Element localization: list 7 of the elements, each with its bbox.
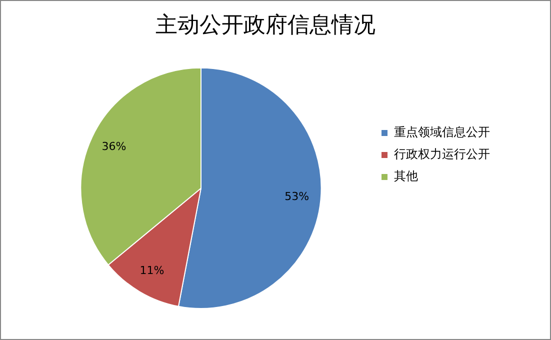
data-label: 36% bbox=[102, 140, 126, 154]
legend-label: 重点领域信息公开 bbox=[394, 125, 490, 140]
legend-label: 行政权力运行公开 bbox=[394, 147, 490, 162]
data-label: 53% bbox=[284, 190, 310, 204]
chart-title: 主动公开政府信息情况 bbox=[156, 12, 376, 38]
legend-label: 其他 bbox=[394, 169, 418, 184]
data-label: 11% bbox=[140, 264, 164, 277]
